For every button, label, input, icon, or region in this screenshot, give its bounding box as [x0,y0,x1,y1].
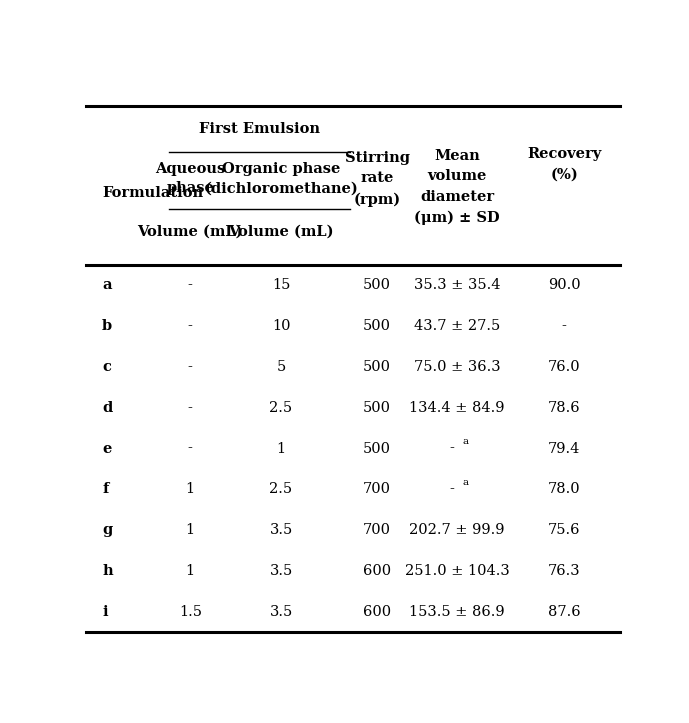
Text: h: h [102,564,113,578]
Text: 3.5: 3.5 [269,523,293,537]
Text: -: - [188,360,193,374]
Text: -: - [188,319,193,333]
Text: 3.5: 3.5 [269,564,293,578]
Text: b: b [102,319,112,333]
Text: 35.3 ± 35.4: 35.3 ± 35.4 [414,278,500,292]
Text: Organic phase
(dichloromethane): Organic phase (dichloromethane) [204,162,358,195]
Text: f: f [102,482,109,497]
Text: Recovery
(%): Recovery (%) [527,147,601,182]
Text: Formulation: Formulation [102,186,203,200]
Text: -: - [449,482,454,497]
Text: 75.0 ± 36.3: 75.0 ± 36.3 [414,360,500,374]
Text: 1: 1 [186,523,195,537]
Text: a: a [462,437,469,446]
Text: 134.4 ± 84.9: 134.4 ± 84.9 [409,401,505,415]
Text: 500: 500 [363,360,391,374]
Text: Aqueous
phase: Aqueous phase [155,162,225,195]
Text: 76.0: 76.0 [548,360,580,374]
Text: 78.0: 78.0 [548,482,580,497]
Text: 2.5: 2.5 [269,482,293,497]
Text: -: - [188,442,193,455]
Text: 79.4: 79.4 [548,442,580,455]
Text: 251.0 ± 104.3: 251.0 ± 104.3 [405,564,510,578]
Text: -: - [449,442,454,455]
Text: 500: 500 [363,442,391,455]
Text: 202.7 ± 99.9: 202.7 ± 99.9 [409,523,505,537]
Text: 43.7 ± 27.5: 43.7 ± 27.5 [414,319,500,333]
Text: Volume (mL): Volume (mL) [138,225,243,239]
Text: 700: 700 [363,482,391,497]
Text: Stirring
rate
(rpm): Stirring rate (rpm) [344,150,410,207]
Text: 600: 600 [363,605,391,619]
Text: 2.5: 2.5 [269,401,293,415]
Text: 1: 1 [186,482,195,497]
Text: First Emulsion: First Emulsion [199,121,320,135]
Text: 1: 1 [186,564,195,578]
Text: 600: 600 [363,564,391,578]
Text: Volume (mL): Volume (mL) [228,225,333,239]
Text: 75.6: 75.6 [548,523,580,537]
Text: i: i [102,605,107,619]
Text: 90.0: 90.0 [548,278,580,292]
Text: 500: 500 [363,278,391,292]
Text: 76.3: 76.3 [548,564,580,578]
Text: 1: 1 [276,442,285,455]
Text: -: - [188,278,193,292]
Text: 700: 700 [363,523,391,537]
Text: g: g [102,523,112,537]
Text: 153.5 ± 86.9: 153.5 ± 86.9 [409,605,505,619]
Text: d: d [102,401,112,415]
Text: Mean
volume
diameter
(μm) ± SD: Mean volume diameter (μm) ± SD [414,149,500,225]
Text: 5: 5 [276,360,286,374]
Text: a: a [462,478,469,487]
Text: 500: 500 [363,401,391,415]
Text: 15: 15 [272,278,290,292]
Text: 87.6: 87.6 [548,605,580,619]
Text: 500: 500 [363,319,391,333]
Text: c: c [102,360,111,374]
Text: 1.5: 1.5 [178,605,202,619]
Text: 3.5: 3.5 [269,605,293,619]
Text: -: - [188,401,193,415]
Text: -: - [562,319,566,333]
Text: 10: 10 [271,319,290,333]
Text: a: a [102,278,112,292]
Text: 78.6: 78.6 [548,401,580,415]
Text: e: e [102,442,112,455]
